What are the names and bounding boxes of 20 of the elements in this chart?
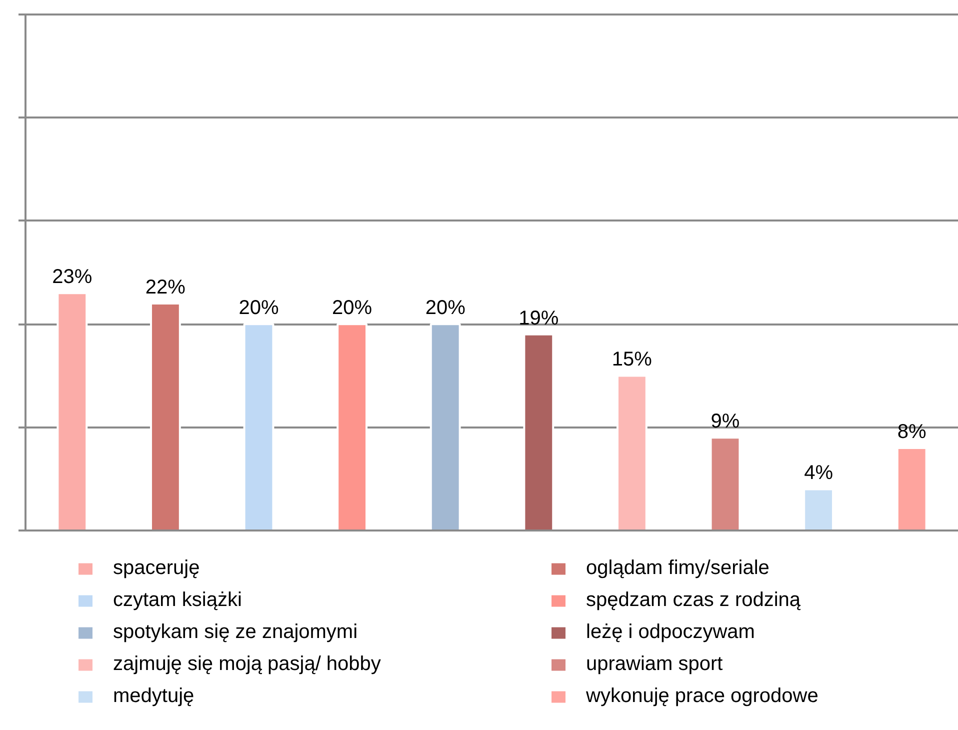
legend-label: leżę i odpoczywam [586,621,755,644]
data-label: 20% [332,297,372,320]
data-label: 19% [518,307,559,330]
legend-label: spotykam się ze znajomymi [113,621,358,644]
data-label: 15% [612,348,652,371]
data-label: 8% [897,420,927,443]
legend-label: medytuję [113,685,194,708]
legend-label: wykonuję prace ogrodowe [586,685,818,708]
legend-label: spędzam czas z rodziną [586,589,801,612]
legend-label: czytam książki [113,589,242,612]
legend-label: oglądam fimy/seriale [586,557,770,580]
data-label: 9% [710,410,740,433]
legend-label: zajmuję się moją pasją/ hobby [113,653,381,676]
data-label: 23% [52,266,92,288]
data-label: 20% [425,297,466,320]
data-label: 4% [804,462,834,484]
legend-label: spaceruję [113,557,200,580]
legend-label: uprawiam sport [586,653,723,676]
data-label: 22% [145,276,186,298]
data-label: 20% [238,297,279,320]
